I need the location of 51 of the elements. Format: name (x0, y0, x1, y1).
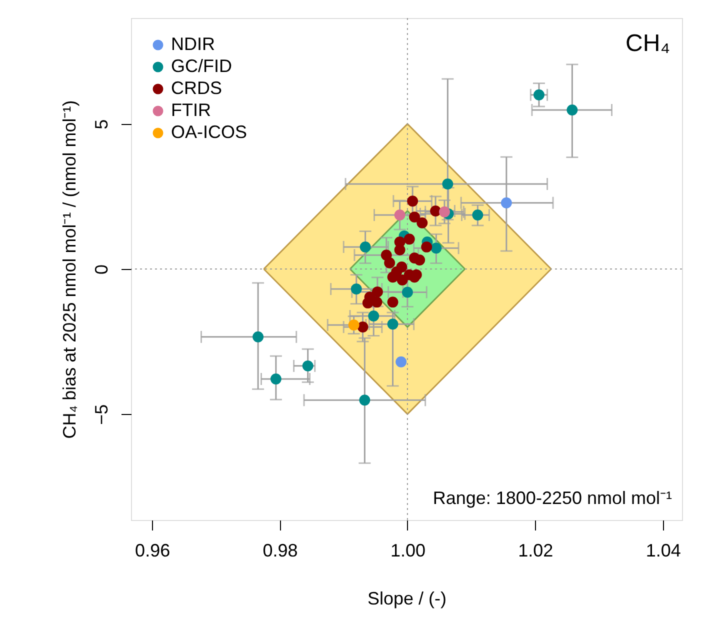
y-tick-label: 0 (92, 264, 112, 275)
y-tick-label: 5 (92, 119, 112, 130)
point (372, 286, 383, 298)
point (391, 266, 402, 278)
point (360, 241, 371, 252)
point (362, 297, 374, 308)
point (402, 286, 413, 298)
point (252, 331, 264, 342)
legend-label: CRDS (171, 78, 222, 98)
point (500, 197, 512, 208)
point (407, 196, 418, 207)
point (350, 284, 362, 294)
point (302, 360, 314, 372)
annotation: CH₄ (626, 30, 670, 57)
x-tick-label: 0.98 (262, 540, 298, 560)
legend-label: GC/FID (171, 56, 232, 76)
point (534, 89, 544, 100)
point (348, 320, 360, 330)
x-tick-label: 1.02 (518, 540, 554, 560)
point (394, 210, 406, 220)
point (430, 242, 442, 254)
point (357, 322, 368, 332)
y-axis-title: CH₄ bias at 2025 nmol mol⁻¹ / (nmol mol⁻¹) (60, 100, 80, 439)
x-tick-label: 1.04 (646, 540, 681, 560)
point (394, 236, 406, 248)
point (387, 296, 398, 308)
point (421, 241, 432, 252)
point (371, 296, 382, 308)
point (442, 178, 454, 190)
point (439, 206, 450, 218)
annotation: Range: 1800-2250 nmol mol⁻¹ (432, 488, 672, 508)
x-axis-title: Slope / (-) (367, 588, 447, 608)
legend-label: FTIR (171, 100, 211, 120)
point (430, 206, 442, 216)
point (384, 257, 396, 268)
y-tick-label: −5 (92, 404, 112, 425)
point (472, 210, 484, 220)
point (414, 254, 426, 266)
point (409, 212, 420, 223)
point (396, 356, 407, 368)
x-tick-label: 1.00 (390, 540, 426, 560)
point (404, 234, 415, 245)
point (416, 217, 428, 228)
legend-label: NDIR (171, 34, 215, 54)
point (368, 310, 380, 322)
point (387, 318, 398, 330)
point (359, 394, 370, 406)
point (270, 374, 282, 384)
point (566, 104, 578, 116)
legend-label: OA-ICOS (171, 122, 248, 142)
x-tick-label: 0.96 (135, 540, 170, 560)
